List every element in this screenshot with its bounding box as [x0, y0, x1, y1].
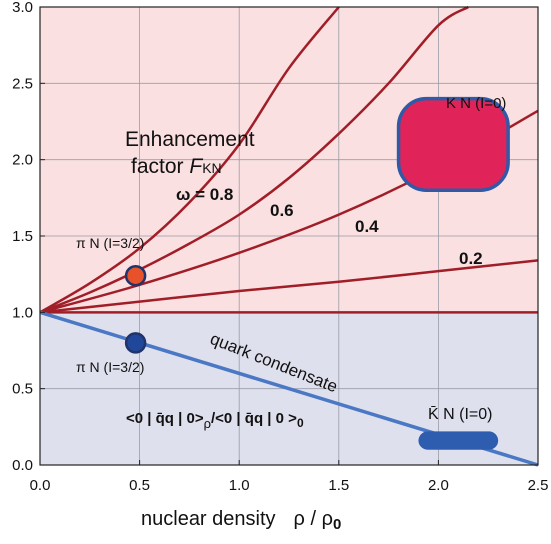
- x-tick-label-2: 1.0: [229, 477, 250, 494]
- points-layer: [124, 264, 147, 354]
- omega-label-0.2: 0.2: [459, 249, 483, 268]
- series-line-1: [39, 5, 469, 314]
- region-box-0: [396, 96, 510, 192]
- boxes-layer: [396, 96, 510, 450]
- y-tick-label-3: 1.5: [12, 228, 33, 245]
- omega-label-0.4: 0.4: [355, 217, 379, 236]
- enhancement-factor-prefix: factor: [131, 155, 189, 178]
- x-tick-label-3: 1.5: [328, 477, 349, 494]
- enhancement-title-line1: Enhancement: [125, 128, 255, 151]
- x-tick-label-5: 2.5: [528, 477, 549, 494]
- ratio-denominator: /<0 | q̄q | 0 >: [211, 410, 297, 427]
- condensate-ratio-formula: <0 | q̄q | 0>ρ/<0 | q̄q | 0 >0: [126, 410, 304, 431]
- x-axis-label: nuclear density ρ / ρ0: [141, 508, 341, 533]
- ratio-numerator: <0 | q̄q | 0>: [126, 410, 204, 427]
- x-axis-sub0: 0: [333, 516, 341, 533]
- pion-nucleon-upper-label: π N (I=3/2): [76, 235, 144, 251]
- ratio-sub-rho: ρ: [204, 416, 211, 431]
- y-tick-label-0: 0.0: [12, 457, 33, 474]
- enhancement-title-line2: factor FKN: [131, 155, 222, 178]
- kaon-nucleon-label: K N (I=0): [446, 95, 506, 112]
- region-box-1: [418, 431, 499, 450]
- y-tick-label-1: 0.5: [12, 381, 33, 398]
- y-tick-label-2: 1.0: [12, 304, 33, 321]
- x-axis-rho: ρ: [294, 508, 305, 530]
- y-tick-label-4: 2.0: [12, 152, 33, 169]
- omega-label-0.8: ω = 0.8: [176, 185, 233, 204]
- ratio-sub-zero: 0: [297, 416, 304, 430]
- antikaon-nucleon-label: K̄ N (I=0): [428, 406, 492, 423]
- data-point-0: [124, 264, 147, 287]
- x-tick-label-1: 0.5: [129, 477, 150, 494]
- x-axis-slash: /: [305, 508, 322, 530]
- y-tick-label-6: 3.0: [12, 0, 33, 16]
- enhancement-factor-f: F: [189, 155, 203, 178]
- series-line-3: [39, 259, 539, 314]
- x-axis-rho0: ρ: [322, 508, 333, 530]
- x-tick-label-0: 0.0: [30, 477, 51, 494]
- series-line-0: [39, 6, 340, 314]
- y-tick-label-5: 2.5: [12, 75, 33, 92]
- enhancement-factor-sub: KN: [202, 160, 221, 176]
- x-axis-label-text: nuclear density: [141, 508, 276, 530]
- pion-nucleon-lower-label: π N (I=3/2): [76, 359, 144, 375]
- omega-label-0.6: 0.6: [270, 201, 294, 220]
- data-point-1: [124, 332, 147, 354]
- ticks-layer: 0.0 0.5 1.0 1.5 2.0 2.5 0.0 0.5 1.0 1.5 2.0 2.5 3.0: [12, 0, 548, 494]
- x-tick-label-4: 2.0: [428, 477, 449, 494]
